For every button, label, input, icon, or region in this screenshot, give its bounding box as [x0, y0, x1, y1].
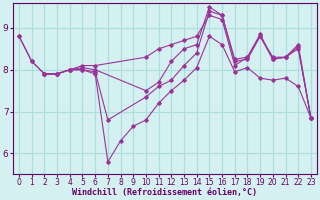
X-axis label: Windchill (Refroidissement éolien,°C): Windchill (Refroidissement éolien,°C) [72, 188, 258, 197]
